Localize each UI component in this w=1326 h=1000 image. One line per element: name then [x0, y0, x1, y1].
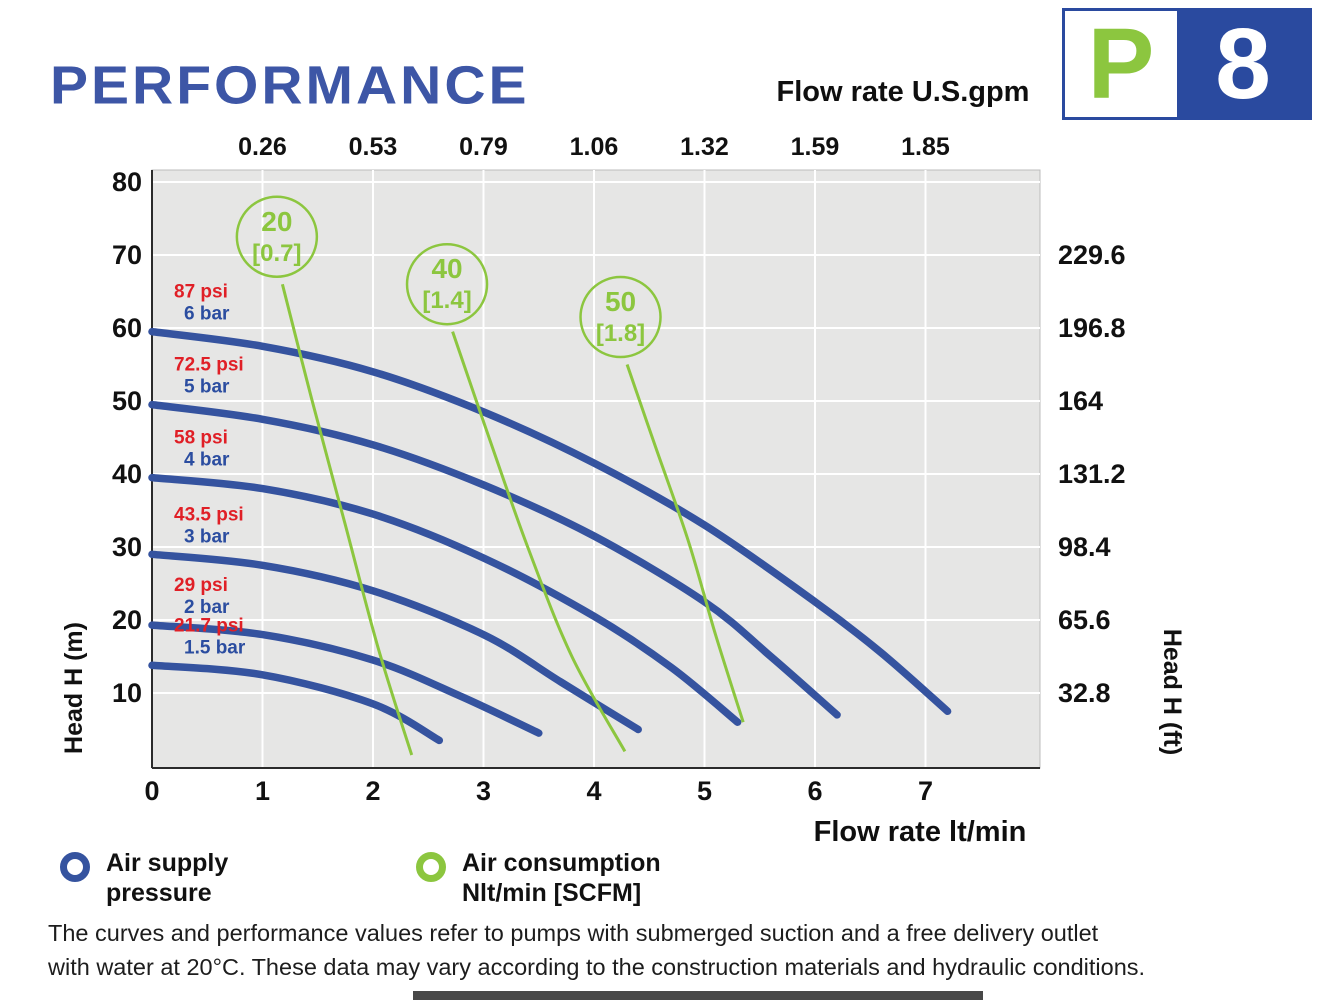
air-scfm-label: [1.8] [596, 320, 645, 347]
x-tick: 1 [255, 776, 270, 806]
y-right-tick: 98.4 [1058, 532, 1111, 562]
legend-line: Nlt/min [SCFM] [462, 879, 642, 907]
pressure-curve-1.5-bar [148, 661, 444, 745]
bar-label: 3 bar [184, 526, 230, 547]
air-label-circle-20 [235, 195, 319, 278]
air-scfm-label: [0.7] [252, 240, 301, 267]
y-left-tick: 10 [112, 678, 142, 708]
x-tick: 4 [586, 776, 601, 806]
y-left-axis-caption: Head H (m) [60, 622, 88, 754]
air-curve-20 [280, 283, 414, 756]
bar-label: 6 bar [184, 304, 230, 325]
y-left-tick: 40 [112, 459, 142, 489]
psi-label: 58 psi [174, 428, 228, 449]
pressure-curve-ring-icon [60, 852, 90, 882]
footer-note: The curves and performance values refer … [48, 916, 1308, 984]
top-axis-tick: 1.85 [901, 133, 950, 161]
psi-label: 87 psi [174, 282, 228, 303]
footer-line-1: The curves and performance values refer … [48, 920, 1099, 946]
psi-label: 21.7 psi [174, 615, 244, 636]
bottom-axis-title: Flow rate lt/min [813, 816, 1027, 848]
logo-number-8: 8 [1177, 11, 1309, 117]
y-left-tick: 20 [112, 605, 142, 635]
legend-item-air-supply-pressure: Air supply pressure [60, 848, 228, 908]
y-right-axis-caption: Head H (ft) [1158, 629, 1186, 755]
brand-logo: P 8 [1062, 8, 1312, 120]
bar-label: 2 bar [184, 597, 230, 618]
x-tick: 6 [807, 776, 822, 806]
page-title: PERFORMANCE [50, 55, 530, 116]
top-axis-tick: 0.53 [349, 133, 398, 161]
pressure-curve-2-bar [148, 621, 543, 737]
air-consumption-ring-icon [416, 852, 446, 882]
bar-label: 4 bar [184, 450, 230, 471]
legend-label-air-supply: Air supply pressure [106, 848, 228, 908]
top-axis-tick: 1.32 [680, 133, 729, 161]
pressure-curve-3-bar [148, 550, 642, 734]
y-right-tick: 65.6 [1058, 605, 1111, 635]
air-label-circle-40 [405, 242, 489, 326]
legend-label-air-consumption: Air consumption Nlt/min [SCFM] [462, 848, 661, 908]
y-left-tick: 50 [112, 386, 142, 416]
top-axis-tick: 1.06 [570, 133, 619, 161]
y-right-tick: 131.2 [1058, 459, 1126, 489]
x-tick: 5 [697, 776, 712, 806]
psi-label: 72.5 psi [174, 355, 244, 376]
y-left-tick: 80 [112, 167, 142, 197]
bar-label: 1.5 bar [184, 637, 246, 658]
y-right-tick: 229.6 [1058, 240, 1126, 270]
legend-item-air-consumption: Air consumption Nlt/min [SCFM] [416, 848, 661, 908]
bottom-strip [413, 991, 983, 1000]
y-left-tick: 70 [112, 240, 142, 270]
pressure-curve-6-bar [148, 327, 952, 716]
air-curve-40 [451, 331, 627, 753]
legend-line: pressure [106, 879, 212, 907]
y-right-tick: 196.8 [1058, 313, 1126, 343]
bar-label: 5 bar [184, 377, 230, 398]
y-right-tick: 164 [1058, 386, 1103, 416]
x-tick: 7 [918, 776, 933, 806]
air-label-circle-50 [579, 275, 662, 359]
psi-label: 43.5 psi [174, 504, 244, 525]
psi-label: 29 psi [174, 575, 228, 596]
footer-line-2: with water at 20°C. These data may vary … [48, 954, 1146, 980]
logo-letter-p: P [1087, 8, 1155, 120]
pressure-curve-5-bar [148, 400, 841, 719]
y-left-tick: 60 [112, 313, 142, 343]
x-tick: 2 [365, 776, 380, 806]
air-value-label: 40 [431, 253, 462, 284]
top-axis-tick: 1.59 [791, 133, 840, 161]
air-scfm-label: [1.4] [422, 287, 471, 314]
legend-line: Air supply [106, 849, 229, 877]
air-value-label: 20 [261, 206, 292, 237]
top-axis-tick: 0.79 [459, 133, 508, 161]
y-right-tick: 32.8 [1058, 678, 1111, 708]
top-axis-tick: 0.26 [238, 133, 287, 161]
x-tick: 0 [144, 776, 159, 806]
pressure-curve-4-bar [148, 473, 742, 726]
x-tick: 3 [476, 776, 491, 806]
legend-line: Air consumption [462, 849, 661, 877]
y-left-tick: 30 [112, 532, 142, 562]
top-axis-title: Flow rate U.S.gpm [776, 76, 1030, 108]
air-curve-50 [625, 364, 745, 723]
air-value-label: 50 [605, 286, 636, 317]
